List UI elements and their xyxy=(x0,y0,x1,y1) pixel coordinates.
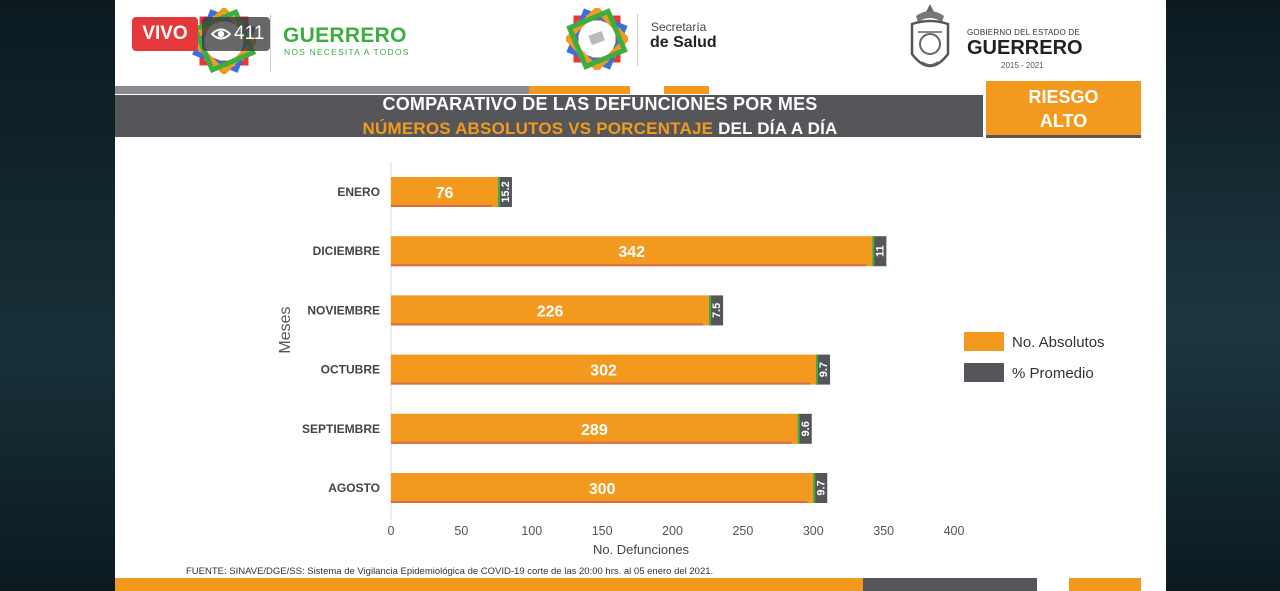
stripe-gray-bottom xyxy=(863,578,1037,591)
bar-promedio xyxy=(872,236,887,267)
brand-tagline: NOS NECESITA A TODOS xyxy=(284,47,410,57)
x-axis-title: No. Defunciones xyxy=(593,542,690,557)
bar-promedio-edge xyxy=(813,473,816,503)
x-tick-label: 250 xyxy=(732,524,753,538)
bar-underline xyxy=(391,382,811,385)
x-tick-label: 350 xyxy=(873,524,894,538)
bar-underline xyxy=(391,501,808,503)
bar-absolutos xyxy=(391,236,873,267)
risk-label-line1: RIESGO xyxy=(1028,87,1099,107)
bar-promedio xyxy=(797,413,812,444)
value-label-absolutos: 289 xyxy=(581,422,608,439)
bar-underline xyxy=(391,441,792,444)
coat-of-arms-icon xyxy=(910,4,950,68)
risk-label-line2: ALTO xyxy=(1039,111,1088,131)
legend-label: No. Absolutos xyxy=(1012,334,1105,351)
value-label-promedio: 15.2 xyxy=(500,181,512,202)
salud-label: de Salud xyxy=(650,34,717,51)
x-tick-label: 150 xyxy=(592,524,613,538)
bar-promedio xyxy=(816,354,831,385)
bar-absolutos xyxy=(391,177,498,207)
bar-promedio-edge xyxy=(497,177,500,207)
viewer-count-value: 411 xyxy=(234,23,265,44)
legend-swatch xyxy=(964,363,1004,382)
subtitle-highlight: NÚMEROS ABSOLUTOS VS PORCENTAJE xyxy=(362,119,714,138)
value-label-promedio: 11 xyxy=(874,245,886,257)
value-label-absolutos: 342 xyxy=(618,244,645,261)
bar-promedio xyxy=(813,473,828,503)
eye-icon xyxy=(211,28,231,40)
video-background-right xyxy=(1166,0,1280,591)
live-badge: VIVO xyxy=(132,17,198,51)
y-axis-title: Meses xyxy=(277,306,294,353)
value-label-promedio: 9.6 xyxy=(800,421,812,436)
category-label: AGOSTO xyxy=(328,481,380,495)
header-divider xyxy=(270,14,271,72)
category-label: DICIEMBRE xyxy=(313,244,380,258)
gobierno-label: GOBIERNO DEL ESTADO DE xyxy=(967,28,1080,37)
category-label: OCTUBRE xyxy=(321,363,380,377)
source-note: FUENTE: SINAVE/DGE/SS: Sistema de Vigila… xyxy=(186,566,714,577)
bar-underline xyxy=(391,205,492,207)
legend-label: % Promedio xyxy=(1012,365,1094,382)
x-tick-label: 0 xyxy=(388,524,395,538)
category-label: NOVIEMBRE xyxy=(307,303,380,317)
secretaria-label: Secretaría xyxy=(651,20,707,34)
bar-absolutos xyxy=(391,413,798,444)
value-label-promedio: 7.5 xyxy=(711,303,723,318)
chart-title: COMPARATIVO DE LAS DEFUNCIONES POR MES xyxy=(382,94,818,114)
stripe-orange-top xyxy=(529,86,630,94)
bar-promedio xyxy=(497,177,512,207)
chart-subtitle: NÚMEROS ABSOLUTOS VS PORCENTAJE DEL DÍA … xyxy=(300,119,900,139)
gobierno-years: 2015 - 2021 xyxy=(1001,61,1044,70)
x-tick-label: 200 xyxy=(662,524,683,538)
gobierno-state: GUERRERO xyxy=(967,37,1083,59)
bar-absolutos xyxy=(391,295,710,326)
bar-underline xyxy=(391,323,704,326)
bar-promedio-edge xyxy=(709,295,712,326)
bar-promedio xyxy=(709,295,724,326)
x-tick-label: 400 xyxy=(944,524,965,538)
header-divider xyxy=(637,14,638,66)
risk-badge xyxy=(986,81,1141,138)
category-label: SEPTIEMBRE xyxy=(302,422,380,436)
viewer-count: 411 xyxy=(202,17,270,51)
category-label: ENERO xyxy=(337,185,380,199)
bar-underline xyxy=(391,264,867,267)
stripe-orange-bottom xyxy=(1069,578,1141,591)
title-bar xyxy=(115,95,983,137)
value-label-promedio: 9.7 xyxy=(815,480,827,495)
legend-swatch xyxy=(964,332,1004,351)
bar-promedio-edge xyxy=(872,236,875,267)
value-label-absolutos: 300 xyxy=(589,481,616,498)
bar-promedio-edge xyxy=(816,354,819,385)
x-tick-label: 100 xyxy=(521,524,542,538)
x-tick-label: 300 xyxy=(803,524,824,538)
value-label-absolutos: 302 xyxy=(590,363,617,380)
value-label-absolutos: 226 xyxy=(537,303,564,320)
value-label-promedio: 9.7 xyxy=(818,362,830,377)
bar-absolutos xyxy=(391,473,814,503)
brand-name: GUERRERO xyxy=(283,24,407,47)
x-tick-label: 50 xyxy=(454,524,468,538)
salud-star-logo xyxy=(566,8,628,70)
stripe-gray-top xyxy=(115,86,529,94)
value-label-absolutos: 76 xyxy=(436,185,454,202)
stripe-orange-bottom xyxy=(115,578,863,591)
bar-promedio-edge xyxy=(797,413,800,444)
bar-absolutos xyxy=(391,354,817,385)
stripe-orange-top xyxy=(664,86,709,94)
video-background-left xyxy=(0,0,115,591)
subtitle-rest: DEL DÍA A DÍA xyxy=(713,119,838,138)
